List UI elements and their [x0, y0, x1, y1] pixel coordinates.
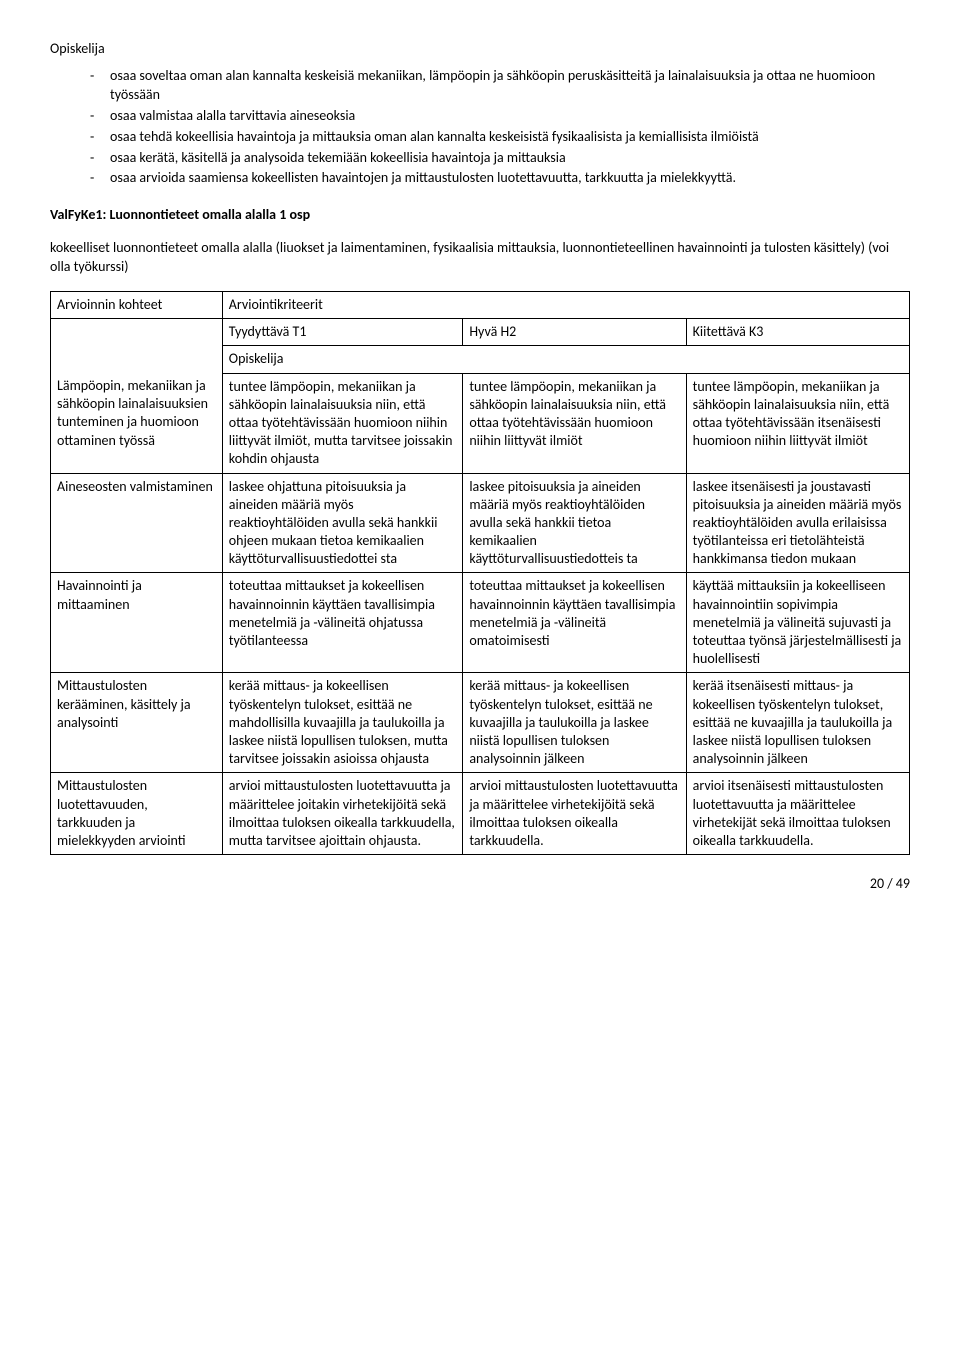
cell-k3: tuntee lämpöopin, mekaniikan ja sähköopi… [686, 373, 909, 473]
cell-k3: käyttää mittauksiin ja kokeelliseen hava… [686, 573, 909, 673]
table-row: Mittaustulosten kerääminen, käsittely ja… [51, 673, 910, 773]
level-t1: Tyydyttävä T1 [222, 319, 463, 346]
header-kriteerit: Arviointikriteerit [222, 292, 909, 319]
cell-k3: arvioi itsenäisesti mittaustulosten luot… [686, 773, 909, 855]
page-number: 20 / 49 [50, 875, 910, 892]
cell-t1: kerää mittaus- ja kokeellisen työskentel… [222, 673, 463, 773]
cell-t1: tuntee lämpöopin, mekaniikan ja sähköopi… [222, 373, 463, 473]
section-title: ValFyKe1: Luonnontieteet omalla alalla 1… [50, 206, 910, 225]
cell-h2: laskee pitoisuuksia ja aineiden määriä m… [463, 473, 686, 573]
table-levels-row: Tyydyttävä T1 Hyvä H2 Kiitettävä K3 [51, 319, 910, 346]
criteria-table: Arvioinnin kohteet Arviointikriteerit Ty… [50, 291, 910, 855]
bullet-item: osaa valmistaa alalla tarvittavia ainese… [90, 107, 910, 126]
row-label: Mittaustulosten luotettavuuden, tarkkuud… [51, 773, 223, 855]
bullet-item: osaa soveltaa oman alan kannalta keskeis… [90, 67, 910, 105]
cell-t1: arvioi mittaustulosten luotettavuutta ja… [222, 773, 463, 855]
row-label: Havainnointi ja mittaaminen [51, 573, 223, 673]
cell-h2: kerää mittaus- ja kokeellisen työskentel… [463, 673, 686, 773]
table-row: Aineseosten valmistaminen laskee ohjattu… [51, 473, 910, 573]
top-bullets: osaa soveltaa oman alan kannalta keskeis… [50, 67, 910, 188]
cell-h2: arvioi mittaustulosten luotettavuutta ja… [463, 773, 686, 855]
cell-t1: toteuttaa mittaukset ja kokeellisen hava… [222, 573, 463, 673]
bullet-item: osaa kerätä, käsitellä ja analysoida tek… [90, 149, 910, 168]
opiskelija-label: Opiskelija [222, 346, 909, 373]
table-opiskelija-row: Opiskelija [51, 346, 910, 373]
cell-k3: laskee itsenäisesti ja joustavasti pitoi… [686, 473, 909, 573]
bullet-item: osaa arvioida saamiensa kokeellisten hav… [90, 169, 910, 188]
table-row: Lämpöopin, mekaniikan ja sähköopin laina… [51, 373, 910, 473]
table-row: Mittaustulosten luotettavuuden, tarkkuud… [51, 773, 910, 855]
table-header-row: Arvioinnin kohteet Arviointikriteerit [51, 292, 910, 319]
row-label: Lämpöopin, mekaniikan ja sähköopin laina… [51, 373, 223, 473]
top-heading: Opiskelija [50, 40, 910, 57]
empty-cell [51, 346, 223, 373]
cell-k3: kerää itsenäisesti mittaus- ja kokeellis… [686, 673, 909, 773]
empty-cell [51, 319, 223, 346]
cell-h2: tuntee lämpöopin, mekaniikan ja sähköopi… [463, 373, 686, 473]
cell-t1: laskee ohjattuna pitoisuuksia ja aineide… [222, 473, 463, 573]
header-kohteet: Arvioinnin kohteet [51, 292, 223, 319]
table-row: Havainnointi ja mittaaminen toteuttaa mi… [51, 573, 910, 673]
level-k3: Kiitettävä K3 [686, 319, 909, 346]
row-label: Mittaustulosten kerääminen, käsittely ja… [51, 673, 223, 773]
level-h2: Hyvä H2 [463, 319, 686, 346]
cell-h2: toteuttaa mittaukset ja kokeellisen hava… [463, 573, 686, 673]
section-paragraph: kokeelliset luonnontieteet omalla alalla… [50, 239, 910, 277]
row-label: Aineseosten valmistaminen [51, 473, 223, 573]
bullet-item: osaa tehdä kokeellisia havaintoja ja mit… [90, 128, 910, 147]
